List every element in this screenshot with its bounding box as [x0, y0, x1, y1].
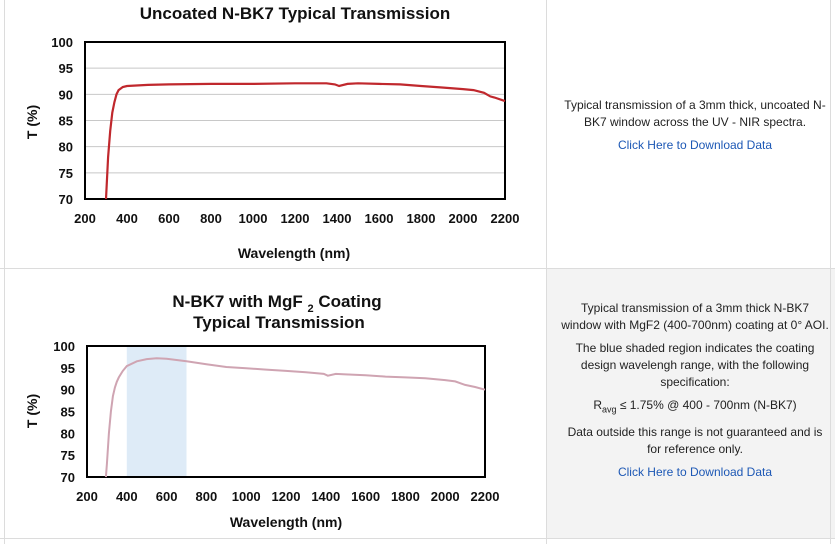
download-data-link[interactable]: Click Here to Download Data [617, 465, 773, 480]
c1-x-tick-label: 2000 [449, 211, 478, 226]
c2-x-tick-label: 600 [156, 489, 178, 504]
column-divider [546, 0, 547, 544]
c1-x-tick-label: 1200 [281, 211, 310, 226]
spec-symbol: R [593, 398, 602, 412]
chart2-title-line1: N-BK7 with MgF 2 Coating [172, 292, 381, 315]
c1-y-tick-label: 85 [59, 114, 73, 129]
c1-y-tick-label: 95 [59, 61, 73, 76]
c1-y-tick-label: 90 [59, 87, 73, 102]
c2-x-tick-label: 1600 [351, 489, 380, 504]
c2-y-tick-label: 75 [61, 448, 75, 463]
c1-x-tick-label: 2200 [491, 211, 520, 226]
c1-x-tick-label: 1400 [323, 211, 352, 226]
chart2-x-axis-label: Wavelength (nm) [230, 514, 342, 530]
c2-x-tick-label: 400 [116, 489, 138, 504]
download-data-link[interactable]: Click Here to Download Data [617, 138, 773, 152]
row1-description: Typical transmission of a 3mm thick, unc… [560, 97, 830, 160]
c2-x-tick-label: 800 [196, 489, 218, 504]
c2-y-tick-label: 95 [61, 361, 75, 376]
row2-reference-note: Data outside this range is not guarantee… [567, 425, 823, 457]
column-divider [830, 0, 831, 544]
spec-subscript: avg [601, 404, 617, 415]
c1-x-tick-label: 1000 [239, 211, 268, 226]
chart2-title-line2: Typical Transmission [193, 313, 365, 332]
chart2-series-line [104, 357, 486, 478]
coating-design-range-shade [126, 346, 187, 477]
chart2-plot-frame [86, 345, 486, 478]
c1-y-tick-label: 70 [59, 192, 73, 207]
chart1-series-line [104, 82, 506, 200]
c1-x-tick-label: 200 [74, 211, 96, 226]
chart2-y-axis-label: T (%) [24, 394, 40, 428]
row-divider [0, 538, 835, 539]
c1-x-tick-label: 1600 [365, 211, 394, 226]
chart1-x-axis-label: Wavelength (nm) [238, 245, 350, 261]
c2-x-tick-label: 2000 [431, 489, 460, 504]
row-divider [0, 268, 835, 269]
mgf2-coating-transmission-chart: N-BK7 with MgF 2 Coating Typical Transmi… [24, 292, 500, 530]
c2-y-tick-label: 100 [53, 339, 75, 354]
c1-y-tick-label: 80 [59, 140, 73, 155]
column-divider [4, 0, 5, 544]
chart2-title-rest: Coating [314, 292, 382, 311]
c2-x-tick-label: 1000 [232, 489, 261, 504]
coating-spec: Ravg ≤ 1.75% @ 400 - 700nm (N-BK7) [560, 397, 830, 418]
c2-x-tick-label: 1400 [311, 489, 340, 504]
uncoated-transmission-chart: Uncoated N-BK7 Typical Transmission 70 75… [24, 4, 520, 261]
c1-x-tick-label: 1800 [407, 211, 436, 226]
row2-description-cell [547, 269, 835, 538]
chart1-plot-frame [84, 41, 506, 200]
c1-y-tick-label: 100 [51, 35, 73, 50]
c2-y-tick-label: 80 [61, 426, 75, 441]
c2-y-tick-label: 70 [61, 470, 75, 485]
c1-y-tick-label: 75 [59, 166, 73, 181]
row2-description: Typical transmission of a 3mm thick N-BK… [560, 300, 830, 487]
c2-x-tick-label: 2200 [471, 489, 500, 504]
row1-description-text: Typical transmission of a 3mm thick, unc… [564, 98, 826, 129]
c1-x-tick-label: 400 [116, 211, 138, 226]
c2-y-tick-label: 85 [61, 405, 75, 420]
c2-x-tick-label: 1200 [272, 489, 301, 504]
chart2-title-main: N-BK7 with MgF [172, 292, 302, 311]
row2-shade-explanation: The blue shaded region indicates the coa… [575, 341, 815, 389]
chart2-title-subscript: 2 [307, 303, 313, 315]
c2-y-tick-label: 90 [61, 383, 75, 398]
spec-text: ≤ 1.75% @ 400 - 700nm (N-BK7) [616, 398, 797, 412]
c1-x-tick-label: 600 [158, 211, 180, 226]
chart1-title: Uncoated N-BK7 Typical Transmission [140, 4, 450, 23]
c2-x-tick-label: 1800 [391, 489, 420, 504]
row2-description-text: Typical transmission of a 3mm thick N-BK… [561, 301, 829, 332]
chart1-y-axis-label: T (%) [24, 105, 40, 139]
c2-x-tick-label: 200 [76, 489, 98, 504]
c1-x-tick-label: 800 [200, 211, 222, 226]
